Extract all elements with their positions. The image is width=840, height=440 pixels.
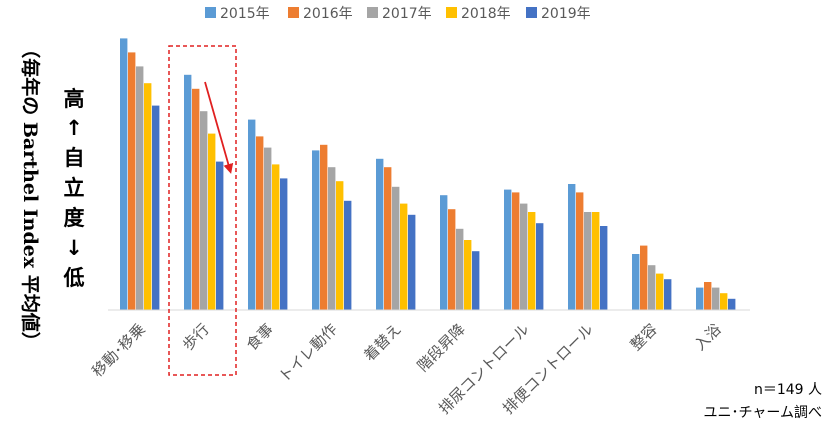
bar-3-2 bbox=[328, 167, 336, 310]
bar-0-4 bbox=[152, 105, 160, 310]
bar-3-3 bbox=[336, 181, 344, 310]
annotation-char-2: 立 bbox=[64, 176, 85, 200]
bar-8-3 bbox=[656, 273, 664, 310]
bar-6-2 bbox=[520, 203, 528, 310]
x-tick-label-0: 移動･移乗 bbox=[88, 320, 148, 380]
bar-8-2 bbox=[648, 265, 656, 310]
bar-4-1 bbox=[384, 167, 392, 310]
legend: 2015年 2016年 2017年 2018年 2019年 bbox=[205, 6, 591, 22]
bar-0-1 bbox=[128, 52, 136, 311]
bar-1-1 bbox=[192, 88, 200, 310]
bar-5-1 bbox=[448, 209, 456, 310]
bar-3-0 bbox=[312, 150, 320, 310]
bar-1-4 bbox=[216, 161, 224, 310]
bar-1-0 bbox=[184, 74, 192, 310]
bar-2-0 bbox=[248, 119, 256, 310]
sample-size-note: n＝149 人 bbox=[754, 382, 822, 398]
bar-4-2 bbox=[392, 186, 400, 310]
bar-7-3 bbox=[592, 212, 600, 310]
bar-2-3 bbox=[272, 164, 280, 310]
x-tick-label-2: 食事 bbox=[243, 320, 277, 354]
annotation-down-arrow: ↓ bbox=[65, 236, 83, 260]
bar-5-0 bbox=[440, 195, 448, 310]
bar-1-2 bbox=[200, 111, 208, 310]
annotation-low: 低 bbox=[63, 266, 85, 290]
bar-9-1 bbox=[704, 282, 712, 310]
bar-6-4 bbox=[536, 223, 544, 310]
x-tick-label-9: 入浴 bbox=[691, 320, 725, 354]
bar-6-1 bbox=[512, 192, 520, 310]
bar-5-2 bbox=[456, 228, 464, 310]
bar-4-4 bbox=[408, 214, 416, 310]
bar-5-3 bbox=[464, 240, 472, 310]
bar-9-4 bbox=[728, 298, 736, 310]
bar-6-3 bbox=[528, 212, 536, 310]
bar-8-1 bbox=[640, 245, 648, 310]
bar-6-0 bbox=[504, 189, 512, 310]
legend-swatch-0 bbox=[205, 7, 216, 18]
bar-3-1 bbox=[320, 144, 328, 310]
x-tick-label-3: トイレ動作 bbox=[275, 320, 341, 386]
bar-7-4 bbox=[600, 226, 608, 310]
bar-0-2 bbox=[136, 66, 144, 311]
bar-8-4 bbox=[664, 279, 672, 310]
legend-label-3: 2018年 bbox=[461, 6, 511, 22]
bar-7-2 bbox=[584, 212, 592, 310]
bar-4-3 bbox=[400, 203, 408, 310]
legend-swatch-2 bbox=[367, 7, 378, 18]
source-note: ユニ･チャーム調べ bbox=[704, 405, 822, 421]
bar-9-0 bbox=[696, 287, 704, 310]
x-tick-labels: 移動･移乗 歩行 食事トイレ動作 着替え 階段昇降排尿コントロール排便コントロール 整容入… bbox=[88, 320, 724, 418]
y-axis-title: （毎年の Barthel Index 平均値） bbox=[19, 39, 42, 351]
x-tick-label-4: 着替え bbox=[360, 320, 405, 365]
bar-4-0 bbox=[376, 158, 384, 310]
bars-group bbox=[120, 38, 736, 311]
annotation-high: 高 bbox=[64, 87, 85, 111]
legend-label-4: 2019年 bbox=[541, 6, 591, 22]
x-tick-label-1: 歩行 bbox=[179, 320, 213, 354]
bar-7-1 bbox=[576, 192, 584, 310]
bar-2-2 bbox=[264, 147, 272, 310]
bar-0-0 bbox=[120, 38, 128, 311]
highlight-box-walking bbox=[168, 45, 237, 376]
bar-3-4 bbox=[344, 200, 352, 310]
x-tick-label-5: 階段昇降 bbox=[414, 320, 469, 375]
bar-9-3 bbox=[720, 293, 728, 310]
bar-9-2 bbox=[712, 287, 720, 310]
annotation-char-1: 自 bbox=[64, 146, 85, 170]
legend-swatch-3 bbox=[446, 7, 457, 18]
legend-label-2: 2017年 bbox=[382, 6, 432, 22]
trend-arrow bbox=[204, 81, 234, 174]
bar-1-3 bbox=[208, 133, 216, 310]
bar-0-3 bbox=[144, 83, 152, 310]
legend-label-0: 2015年 bbox=[220, 6, 270, 22]
bar-2-1 bbox=[256, 136, 264, 310]
bar-5-4 bbox=[472, 251, 480, 310]
legend-swatch-1 bbox=[288, 7, 299, 18]
legend-swatch-4 bbox=[526, 7, 537, 18]
x-tick-label-8: 整容 bbox=[627, 320, 661, 354]
bar-7-0 bbox=[568, 184, 576, 310]
bar-8-0 bbox=[632, 254, 640, 310]
annotation-up-arrow: ↑ bbox=[65, 116, 83, 140]
legend-label-1: 2016年 bbox=[303, 6, 353, 22]
bar-2-4 bbox=[280, 178, 288, 310]
annotation-char-3: 度 bbox=[64, 206, 85, 230]
